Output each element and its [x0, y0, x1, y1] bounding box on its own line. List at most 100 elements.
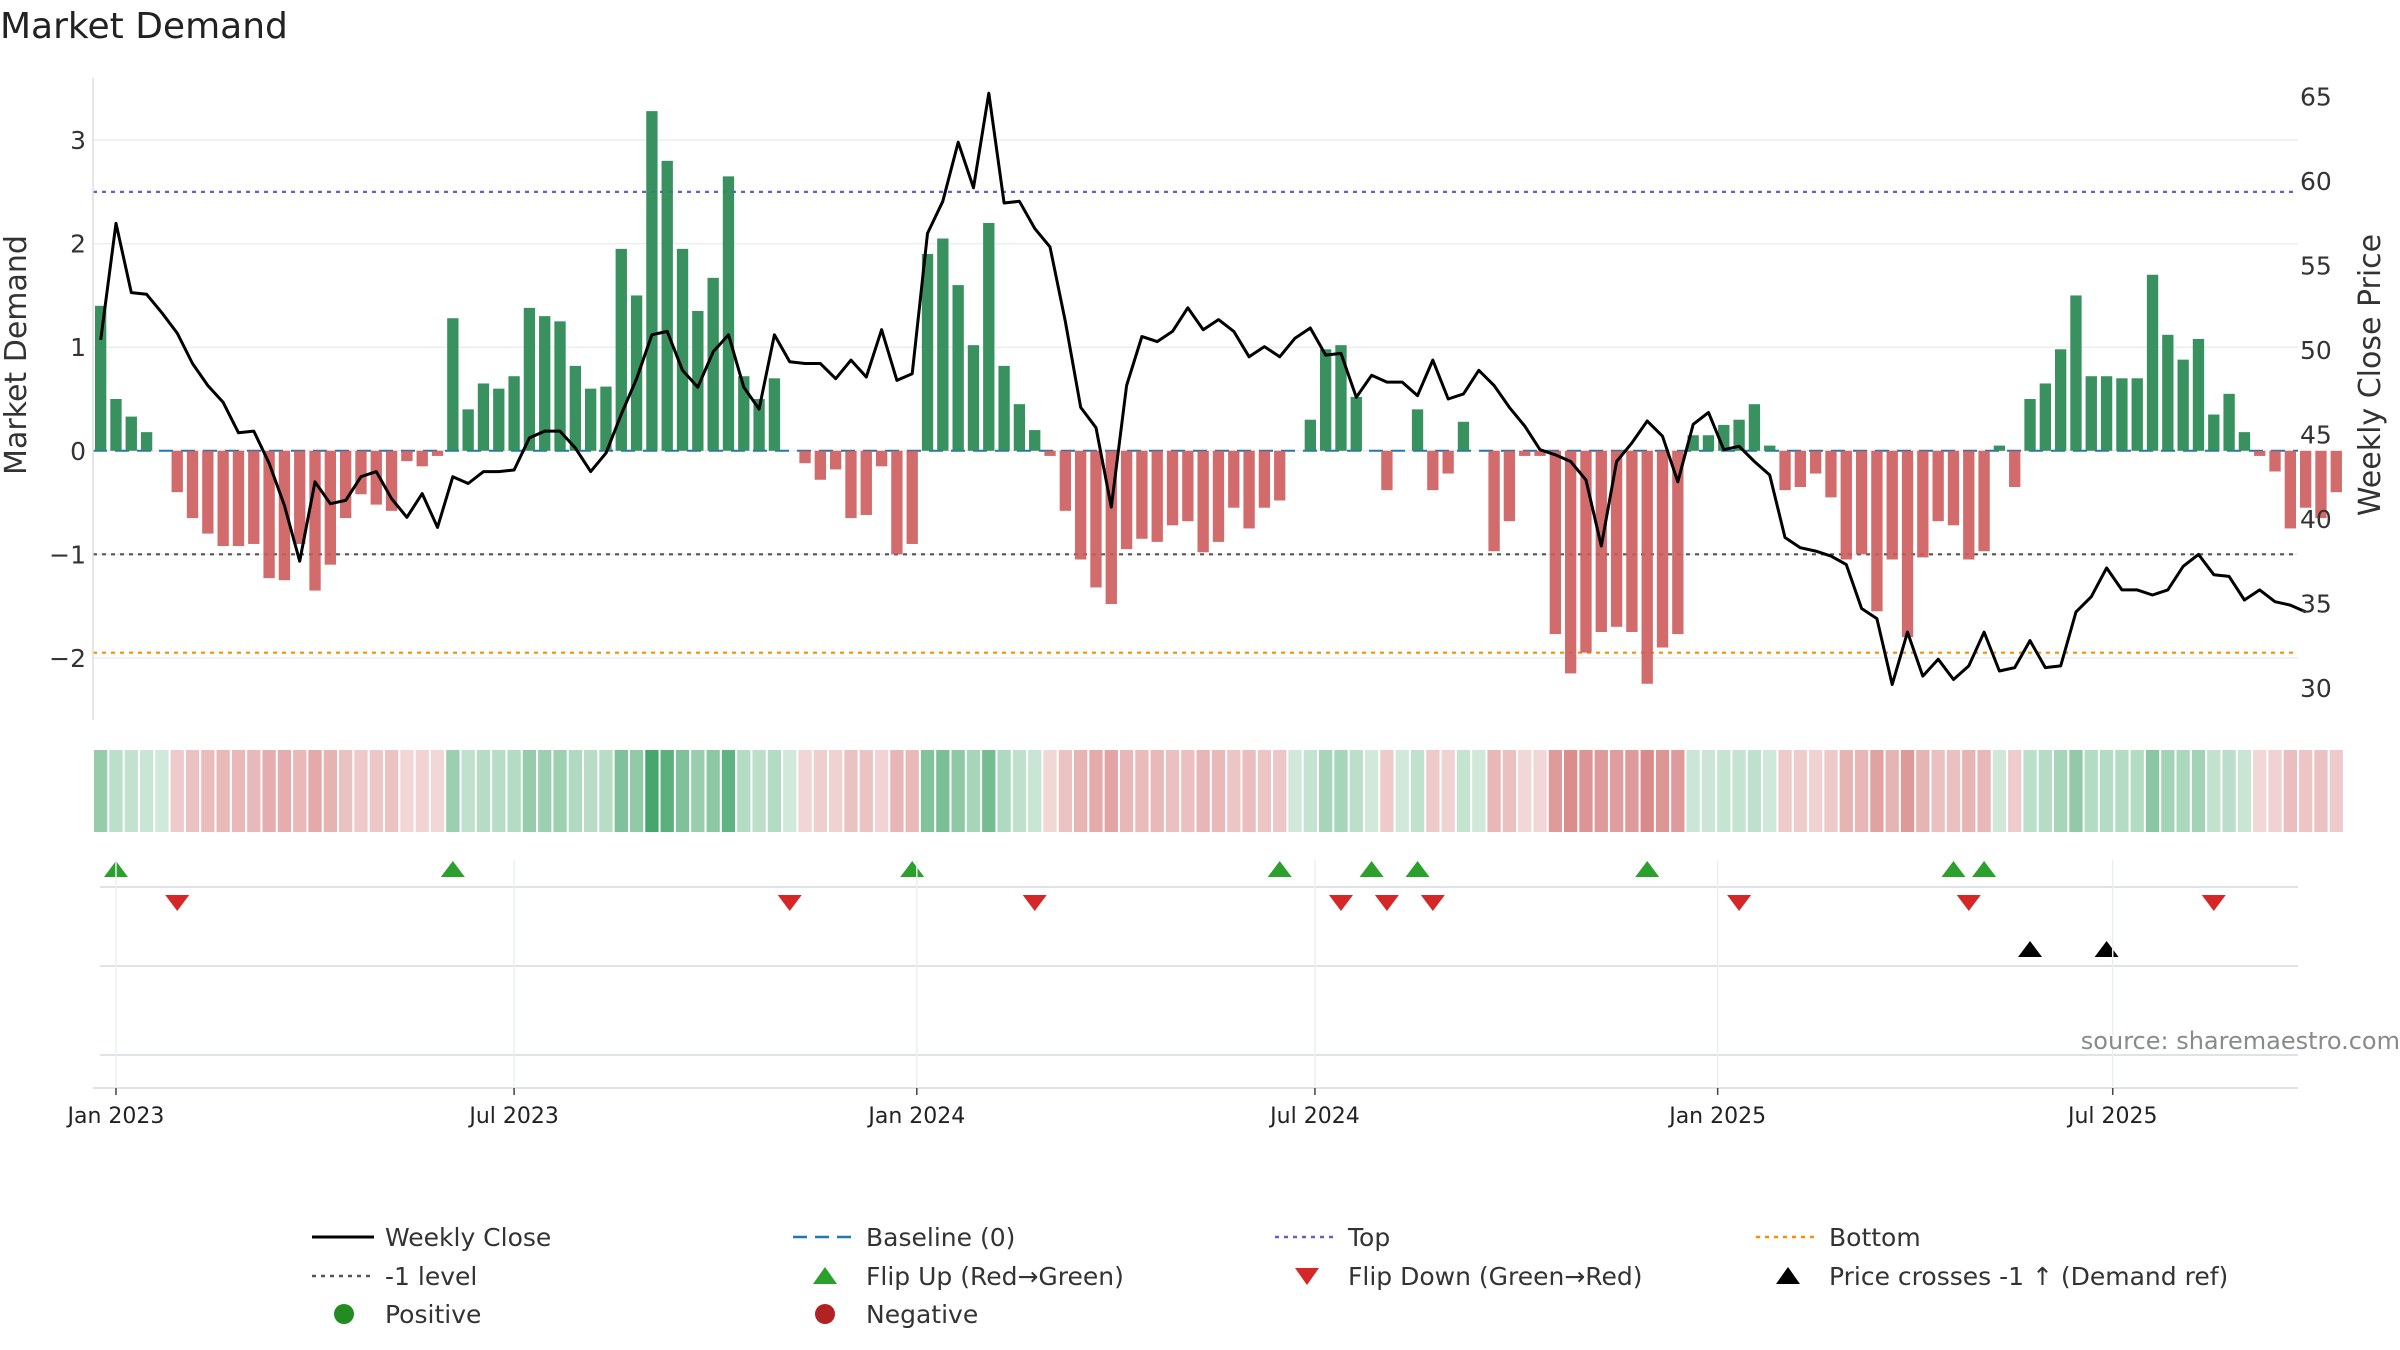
demand-bar [263, 450, 275, 579]
demand-bar [1074, 450, 1087, 560]
demand-bar [1105, 450, 1117, 605]
demand-bar [2284, 450, 2297, 529]
demand-bar [493, 388, 505, 451]
legend-swatch [813, 1267, 837, 1284]
demand-bar [1534, 450, 1546, 456]
heat-cell [1380, 750, 1394, 832]
demand-bar [416, 450, 428, 467]
demand-bar [799, 450, 811, 464]
demand-bar [937, 238, 949, 451]
heat-cell [339, 750, 353, 832]
demand-bar [94, 305, 107, 451]
flip-down-marker [1022, 895, 1047, 911]
heat-cell [323, 750, 337, 832]
heat-cell [2023, 750, 2037, 832]
heat-cell [1594, 750, 1608, 832]
flip-up-marker [1972, 861, 1997, 877]
heat-cell [1426, 750, 1440, 832]
legend-label: -1 level [385, 1262, 477, 1291]
price-cross-marker [2018, 941, 2043, 957]
heat-cell [874, 750, 889, 832]
demand-bar [232, 450, 245, 547]
demand-bar [2009, 450, 2021, 488]
heat-cell [798, 750, 812, 832]
heat-cell [1502, 750, 1517, 832]
left-tick-label: 1 [70, 333, 86, 362]
heat-cell [1854, 750, 1869, 832]
heat-cell [568, 750, 582, 832]
left-tick-label: −1 [49, 540, 86, 569]
demand-bar [722, 176, 735, 451]
heat-cell [415, 750, 429, 832]
heat-cell [1028, 750, 1042, 832]
heat-cell [2084, 750, 2098, 832]
heat-cell [1410, 750, 1425, 832]
demand-bar [125, 416, 137, 451]
heat-cell [369, 750, 383, 832]
flip-up-marker [1267, 861, 1292, 877]
heat-cell [2161, 750, 2175, 832]
heat-cell [522, 750, 537, 832]
heat-cell [1074, 750, 1088, 832]
heat-cell [1135, 750, 1149, 832]
demand-bar [1733, 419, 1745, 451]
month-label: Jul 2023 [467, 1104, 559, 1129]
legend-swatch [334, 1304, 354, 1324]
heat-cell [2237, 750, 2252, 832]
heat-cell [721, 750, 736, 832]
heat-cell [277, 750, 292, 832]
heat-cell [2054, 750, 2068, 832]
heat-cell [1977, 750, 1991, 832]
heat-cell [293, 750, 307, 832]
demand-bar [1794, 450, 1807, 488]
demand-bar [523, 307, 536, 451]
heat-cell [185, 750, 200, 832]
heat-cell [400, 750, 414, 832]
demand-bar [1013, 404, 1026, 451]
demand-bar [1182, 450, 1194, 522]
right-y-axis: 65 60 55 50 45 40 35 30 [2300, 83, 2332, 703]
right-tick-label: 45 [2300, 420, 2332, 449]
heat-cell [1533, 750, 1547, 832]
demand-bar [1825, 450, 1837, 498]
demand-bar [829, 450, 842, 470]
demand-bar [1809, 450, 1822, 474]
heat-cell [1364, 750, 1379, 832]
heat-cell [1181, 750, 1195, 832]
heat-cell [1732, 750, 1746, 832]
demand-bar [1151, 450, 1163, 542]
month-label: Jul 2024 [1268, 1104, 1360, 1129]
heat-cell [1625, 750, 1639, 832]
demand-bar [1656, 450, 1669, 648]
heat-cell [231, 750, 246, 832]
heat-cell [2145, 750, 2160, 832]
demand-bar [1411, 409, 1424, 451]
heat-cell [890, 750, 904, 832]
heat-cell [2176, 750, 2190, 832]
heat-cell [675, 750, 690, 832]
x-axis: Jan 2023 Jul 2023 Jan 2024 Jul 2024 Jan 2025… [66, 860, 2158, 1129]
heat-cell [966, 750, 981, 832]
demand-heat-strip [94, 750, 2343, 832]
demand-bar [2024, 399, 2036, 451]
flip-marker-panel [93, 861, 2298, 1089]
right-tick-label: 30 [2300, 674, 2332, 703]
heat-cell [2299, 750, 2313, 832]
heat-cell [859, 750, 873, 832]
demand-bar [569, 365, 582, 451]
heat-cell [2069, 750, 2083, 832]
heat-cell [216, 750, 230, 832]
demand-bar [1978, 450, 1990, 552]
demand-bar [539, 316, 551, 451]
demand-bar [600, 386, 612, 451]
heat-cell [1778, 750, 1792, 832]
heat-cell [829, 750, 843, 832]
heat-cell [1012, 750, 1027, 832]
demand-bar [1779, 450, 1791, 491]
heat-cell [2207, 750, 2221, 832]
month-label: Jul 2025 [2066, 1104, 2158, 1129]
demand-bar [1228, 450, 1240, 508]
demand-bar [630, 295, 643, 451]
demand-bar [447, 318, 459, 451]
